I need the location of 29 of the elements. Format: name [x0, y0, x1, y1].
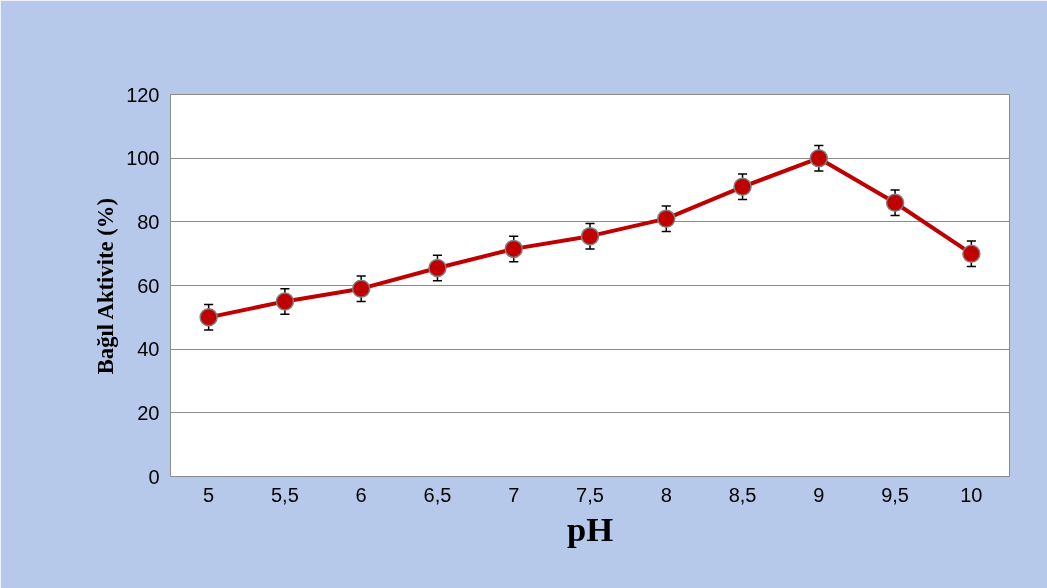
x-tick-label: 8 — [660, 483, 672, 506]
y-tick-label: 0 — [148, 465, 160, 488]
point — [885, 193, 905, 212]
point — [657, 209, 676, 228]
point — [733, 177, 752, 197]
point — [275, 292, 295, 311]
y-tick-label: 100 — [126, 147, 160, 170]
point — [199, 308, 218, 327]
x-tick-label: 9,5 — [881, 483, 909, 506]
point — [504, 239, 523, 259]
x-tick-label: 7 — [508, 483, 520, 506]
point — [428, 258, 447, 278]
y-tick-label: 40 — [137, 338, 160, 361]
x-tick-label: 10 — [960, 483, 983, 506]
x-axis-title: pH — [566, 509, 614, 548]
point — [962, 244, 981, 263]
y-tick-label: 80 — [137, 210, 160, 233]
x-tick-label: 7,5 — [576, 483, 604, 506]
x-tick-label: 8,5 — [728, 483, 757, 506]
y-tick-label: 20 — [137, 401, 160, 424]
y-tick-label: 120 — [126, 83, 160, 106]
point — [351, 279, 371, 298]
y-tick-label: 60 — [137, 274, 160, 297]
y-axis-title: Bağıl Aktivite (%) — [93, 198, 119, 375]
x-tick-label: 6,5 — [423, 483, 452, 506]
x-tick-label: 5 — [203, 483, 215, 506]
x-tick-label: 5,5 — [271, 483, 299, 506]
x-tick-label: 9 — [813, 483, 825, 506]
x-tick-label: 6 — [355, 483, 367, 506]
